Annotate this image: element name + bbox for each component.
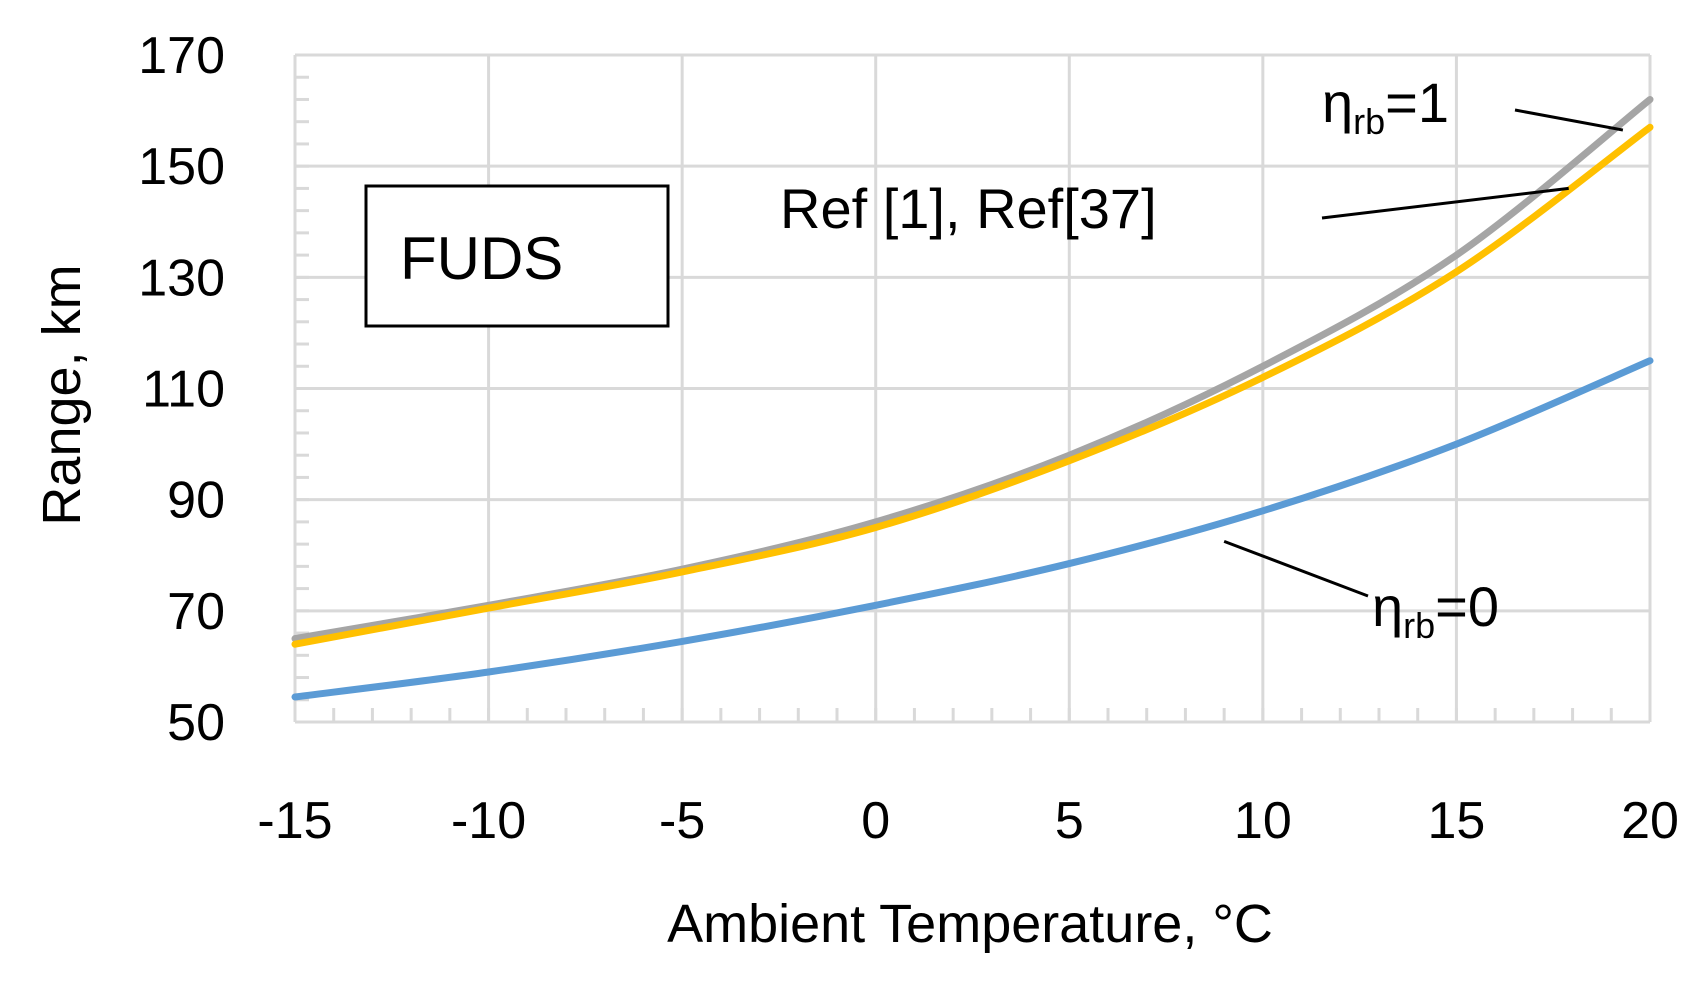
eta0-leader-line — [1223, 539, 1369, 598]
eta1-symbol: η — [1322, 71, 1353, 134]
x-tick-label: 20 — [1621, 792, 1679, 850]
eta0-subscript: rb — [1403, 605, 1435, 646]
x-axis-tick-labels: -15 -10 -5 0 5 10 15 20 — [257, 792, 1679, 850]
x-tick-label: -10 — [451, 792, 526, 850]
x-axis-title: Ambient Temperature, °C — [667, 894, 1273, 954]
eta1-annotation: ηrb=1 — [1322, 71, 1449, 142]
eta1-subscript: rb — [1353, 101, 1385, 142]
x-tick-label: 5 — [1055, 792, 1084, 850]
x-tick-label: -5 — [659, 792, 705, 850]
eta1-leader-line — [1514, 108, 1624, 132]
y-tick-label: 50 — [167, 694, 225, 752]
ref-leader-line — [1321, 186, 1569, 220]
eta0-symbol: η — [1372, 575, 1403, 638]
eta1-suffix: =1 — [1385, 71, 1449, 134]
x-tick-label: 15 — [1428, 792, 1486, 850]
fuds-label: FUDS — [400, 225, 563, 292]
grid — [293, 53, 1652, 724]
eta0-suffix: =0 — [1435, 575, 1499, 638]
y-tick-label: 150 — [138, 138, 225, 196]
y-tick-label: 70 — [167, 583, 225, 641]
eta0-annotation: ηrb=0 — [1372, 575, 1499, 646]
y-axis-title: Range, km — [32, 264, 92, 525]
y-axis-tick-labels: 50 70 90 110 130 150 170 — [138, 27, 225, 752]
y-tick-label: 130 — [138, 249, 225, 307]
x-tick-label: 10 — [1234, 792, 1292, 850]
series-line--rb-0 — [291, 357, 1654, 701]
x-tick-label: -15 — [257, 792, 332, 850]
series-line-ref-1-ref-37- — [291, 123, 1654, 648]
y-tick-label: 170 — [138, 27, 225, 85]
x-tick-label: 0 — [861, 792, 890, 850]
y-tick-label: 90 — [167, 472, 225, 530]
minor-ticks — [293, 53, 1652, 724]
y-tick-label: 110 — [142, 361, 225, 419]
fuds-label-box — [364, 184, 670, 328]
ref-annotation: Ref [1], Ref[37] — [780, 177, 1157, 240]
annotations: ηrb=1 Ref [1], Ref[37] ηrb=0 — [780, 71, 1624, 646]
series-lines — [291, 95, 1654, 701]
